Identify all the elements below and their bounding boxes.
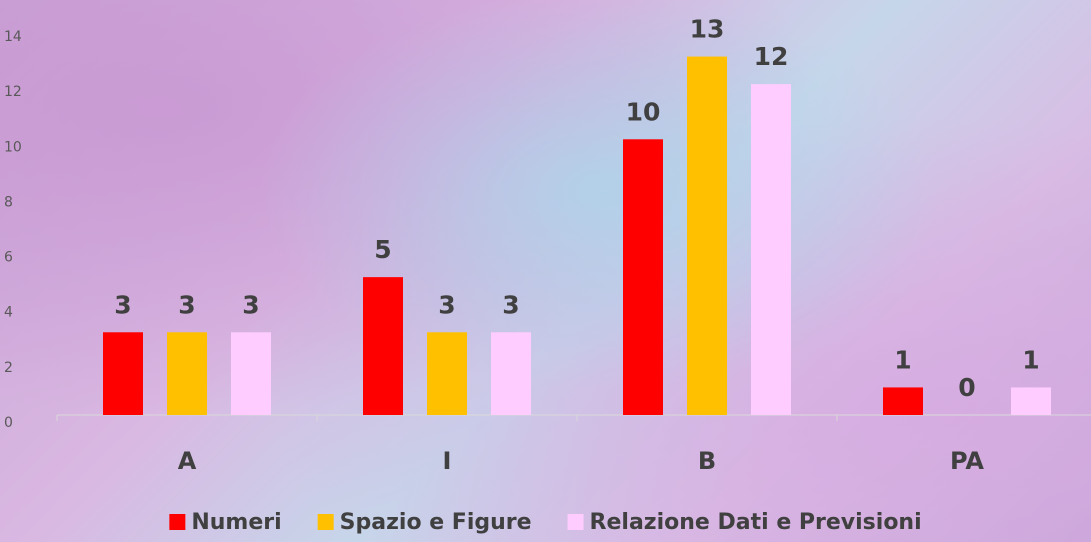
legend-swatch <box>317 514 334 530</box>
data-label: 13 <box>690 15 725 44</box>
bar <box>427 332 467 415</box>
bar <box>491 332 531 415</box>
legend-label: Numeri <box>191 510 281 535</box>
bar <box>363 277 403 415</box>
data-label: 3 <box>178 290 195 319</box>
y-tick-label: 2 <box>4 360 13 376</box>
legend-label: Relazione Dati e Previsioni <box>590 510 922 535</box>
x-tick-label: B <box>698 447 716 475</box>
legend-swatch <box>567 514 584 530</box>
data-label: 1 <box>1022 345 1039 374</box>
data-label: 3 <box>438 290 455 319</box>
y-tick-label: 0 <box>4 415 13 431</box>
data-label: 3 <box>502 290 519 319</box>
data-label: 3 <box>242 290 259 319</box>
bar <box>623 139 663 416</box>
bar <box>883 387 923 415</box>
x-tick-label: A <box>178 447 197 475</box>
data-label: 0 <box>958 373 975 402</box>
y-tick-label: 12 <box>4 84 22 100</box>
data-label: 5 <box>374 235 391 264</box>
bar <box>231 332 271 415</box>
bar <box>1011 387 1051 415</box>
bar <box>687 56 727 415</box>
data-label: 3 <box>114 290 131 319</box>
legend-swatch <box>169 514 186 530</box>
x-tick-label: I <box>443 447 452 475</box>
data-label: 12 <box>754 42 789 71</box>
y-tick-label: 10 <box>4 139 22 155</box>
data-label: 1 <box>894 345 911 374</box>
y-tick-label: 4 <box>4 305 13 321</box>
y-tick-label: 6 <box>4 250 13 266</box>
x-tick-label: PA <box>950 447 984 475</box>
y-tick-label: 14 <box>4 29 22 45</box>
legend-label: Spazio e Figure <box>340 510 532 535</box>
y-tick-label: 8 <box>4 194 13 210</box>
bar <box>167 332 207 415</box>
bar <box>751 84 791 416</box>
bar <box>103 332 143 415</box>
data-label: 10 <box>626 97 661 126</box>
